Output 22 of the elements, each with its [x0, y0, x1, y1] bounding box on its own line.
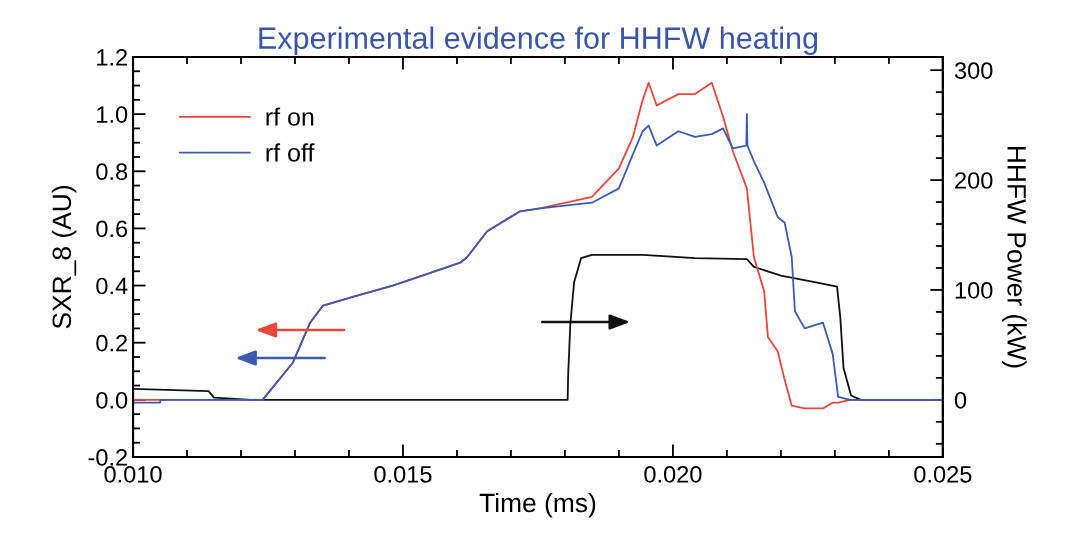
chart-title: Experimental evidence for HHFW heating [259, 26, 818, 55]
y-tick-label: 0.6 [96, 220, 128, 238]
x-tick-label: 0.010 [104, 465, 162, 483]
y2-tick-label: 300 [954, 62, 993, 79]
x-tick-label: 0.025 [914, 465, 972, 483]
y-axis-title: SXR_8 (AU) [51, 186, 77, 329]
y2-tick-label: 200 [955, 172, 993, 189]
y-tick-label: 0.0 [96, 391, 128, 409]
y2-axis-title: HHFW Power (kW) [1002, 147, 1027, 368]
y2-tick-label: 100 [955, 282, 993, 299]
y-tick-label: 0.4 [96, 277, 128, 295]
y-tick-label: 0.8 [96, 163, 128, 181]
legend-label: rf off [266, 143, 315, 162]
y2-tick-label: 0 [954, 391, 967, 409]
y-tick-label: 0.2 [96, 334, 127, 352]
y-tick-label: 1.2 [97, 49, 127, 66]
y-tick-label: -0.2 [88, 449, 127, 466]
y-tick-label: 1.0 [97, 106, 128, 123]
legend-label: rf on [266, 107, 314, 126]
x-tick-label: 0.015 [374, 465, 432, 483]
x-axis-title: Time (ms) [479, 492, 596, 518]
x-tick-label: 0.020 [644, 465, 702, 483]
